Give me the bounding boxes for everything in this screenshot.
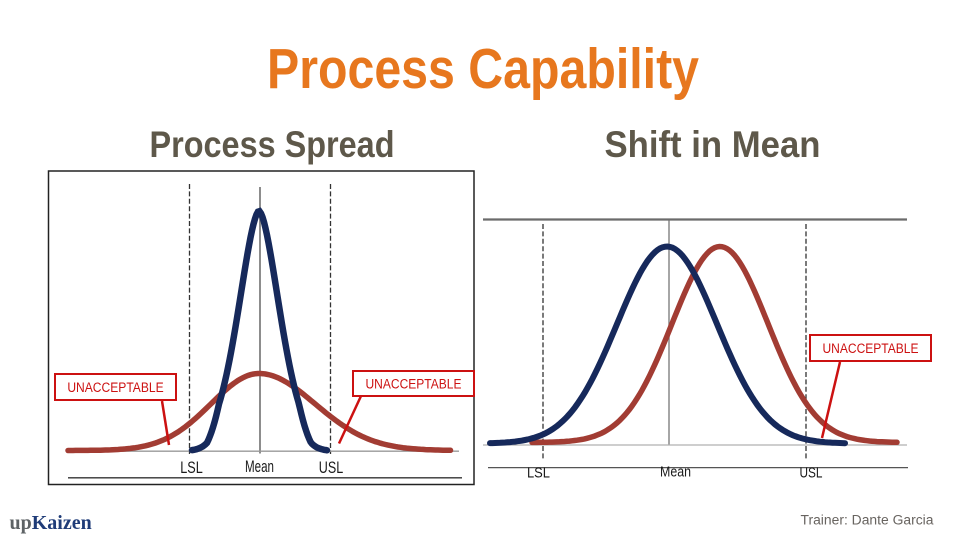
svg-text:Mean: Mean — [245, 458, 274, 476]
svg-text:Trainer: Dante Garcia: Trainer: Dante Garcia — [801, 513, 934, 528]
svg-text:UNACCEPTABLE: UNACCEPTABLE — [366, 376, 462, 391]
svg-text:Shift in Mean: Shift in Mean — [605, 124, 821, 165]
svg-text:Process Capability: Process Capability — [267, 37, 699, 101]
svg-text:upKaizen: upKaizen — [10, 512, 92, 534]
svg-text:Mean: Mean — [660, 464, 691, 481]
svg-text:Process Spread: Process Spread — [150, 124, 395, 165]
svg-text:USL: USL — [800, 465, 823, 482]
svg-text:UNACCEPTABLE: UNACCEPTABLE — [823, 341, 919, 356]
svg-text:UNACCEPTABLE: UNACCEPTABLE — [67, 380, 163, 395]
svg-text:LSL: LSL — [180, 459, 203, 477]
svg-text:USL: USL — [319, 459, 343, 477]
svg-text:LSL: LSL — [527, 465, 550, 482]
